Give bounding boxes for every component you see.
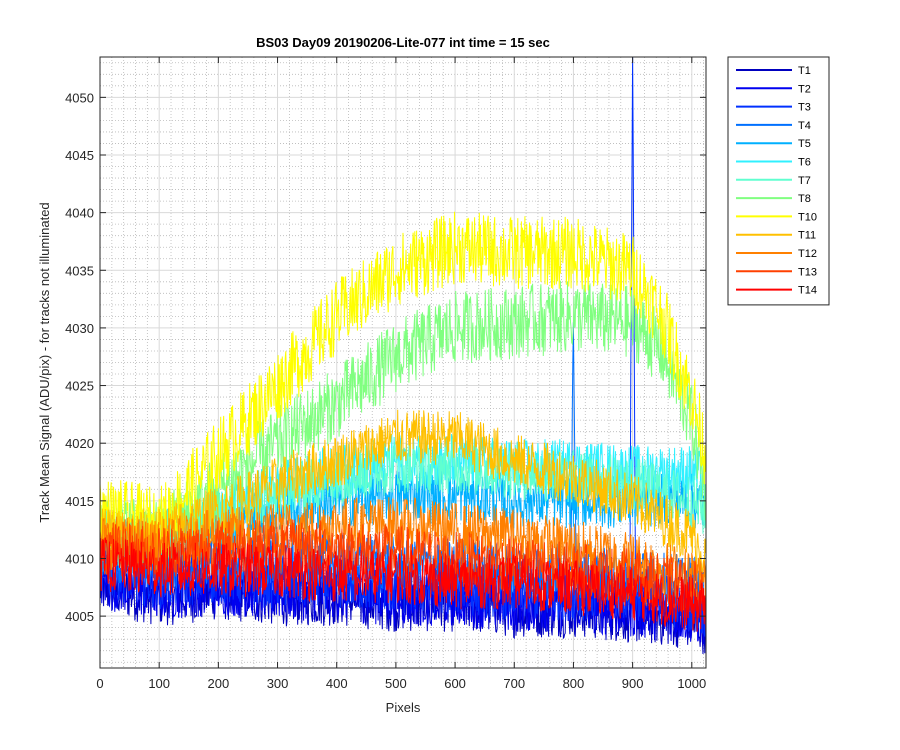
legend-label-t3: T3 xyxy=(798,102,811,114)
legend-label-t6: T6 xyxy=(798,157,811,169)
x-tick-label: 800 xyxy=(563,676,585,691)
x-tick-label: 400 xyxy=(326,676,348,691)
y-tick-label: 4045 xyxy=(65,148,94,163)
plot-frame xyxy=(99,56,707,669)
y-tick-labels: 4005 4010 4015 4020 4025 4030 4035 4040 4045 4050 xyxy=(65,90,94,624)
x-tick-label: 1000 xyxy=(677,676,706,691)
series-line-t14 xyxy=(100,537,706,635)
y-tick-label: 4030 xyxy=(65,321,94,336)
legend-label-t7: T7 xyxy=(798,175,811,187)
series-line-t10 xyxy=(100,211,706,561)
x-tick-label: 500 xyxy=(385,676,407,691)
y-tick-label: 4050 xyxy=(65,90,94,105)
y-tick-label: 4010 xyxy=(65,551,94,566)
legend-label-t12: T12 xyxy=(798,248,817,260)
y-tick-label: 4015 xyxy=(65,494,94,509)
y-tick-label: 4025 xyxy=(65,379,94,394)
x-tick-label: 300 xyxy=(267,676,289,691)
x-tick-label: 900 xyxy=(622,676,644,691)
series-line-t13 xyxy=(100,519,706,620)
x-tick-label: 600 xyxy=(444,676,466,691)
legend-label-t5: T5 xyxy=(798,138,811,150)
legend-label-t14: T14 xyxy=(798,285,817,297)
legend-label-t13: T13 xyxy=(798,266,817,278)
x-axis-label: Pixels xyxy=(386,700,421,715)
x-tick-label: 0 xyxy=(96,676,103,691)
legend-label-t8: T8 xyxy=(798,193,811,205)
x-tick-label: 100 xyxy=(148,676,170,691)
y-axis-label: Track Mean Signal (ADU/pix) - for tracks… xyxy=(37,202,52,522)
legend-label-t10: T10 xyxy=(798,211,817,223)
tick-marks xyxy=(99,57,706,668)
chart-title: BS03 Day09 20190206-Lite-077 int time = … xyxy=(256,35,550,50)
legend-label-t1: T1 xyxy=(798,65,811,77)
legend-label-t11: T11 xyxy=(798,230,816,242)
y-tick-label: 4020 xyxy=(65,436,94,451)
y-tick-label: 4035 xyxy=(65,263,94,278)
x-tick-labels: 0 100 200 300 400 500 600 700 800 900 1000 xyxy=(96,676,706,691)
legend-label-t4: T4 xyxy=(798,120,811,132)
y-tick-label: 4005 xyxy=(65,609,94,624)
legend-box xyxy=(727,56,830,306)
legend-label-t2: T2 xyxy=(798,83,811,95)
legend: T1 T2 T3 T4 T5 T6 T7 T8 T10 T11 T12 T13 T14 xyxy=(727,56,830,306)
y-tick-label: 4040 xyxy=(65,206,94,221)
x-tick-label: 700 xyxy=(503,676,525,691)
x-tick-label: 200 xyxy=(208,676,230,691)
series-layer xyxy=(100,57,706,655)
